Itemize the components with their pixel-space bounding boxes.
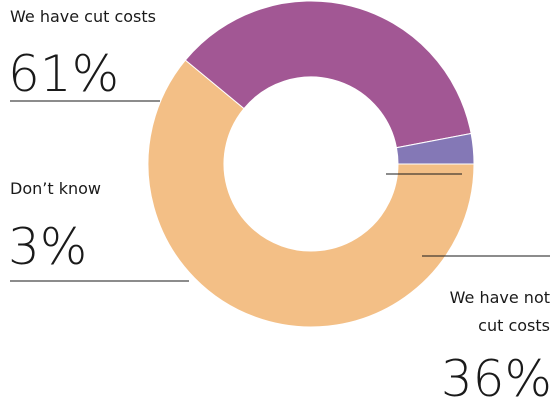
not-cut-label-line1: We have not bbox=[450, 288, 550, 307]
donut-slices bbox=[147, 0, 475, 328]
dont-know-value: 3% bbox=[8, 218, 87, 276]
cut-costs-value: 61% bbox=[8, 45, 119, 103]
dont-know-label: Don’t know bbox=[10, 179, 101, 198]
cut-costs-label: We have cut costs bbox=[10, 7, 156, 26]
not-cut-label-line2: cut costs bbox=[478, 316, 550, 335]
not-cut-costs-slice bbox=[184, 0, 472, 149]
dont-know-slice bbox=[395, 132, 475, 165]
not-cut-value: 36% bbox=[441, 350, 552, 404]
cut-costs-slice bbox=[147, 59, 475, 328]
